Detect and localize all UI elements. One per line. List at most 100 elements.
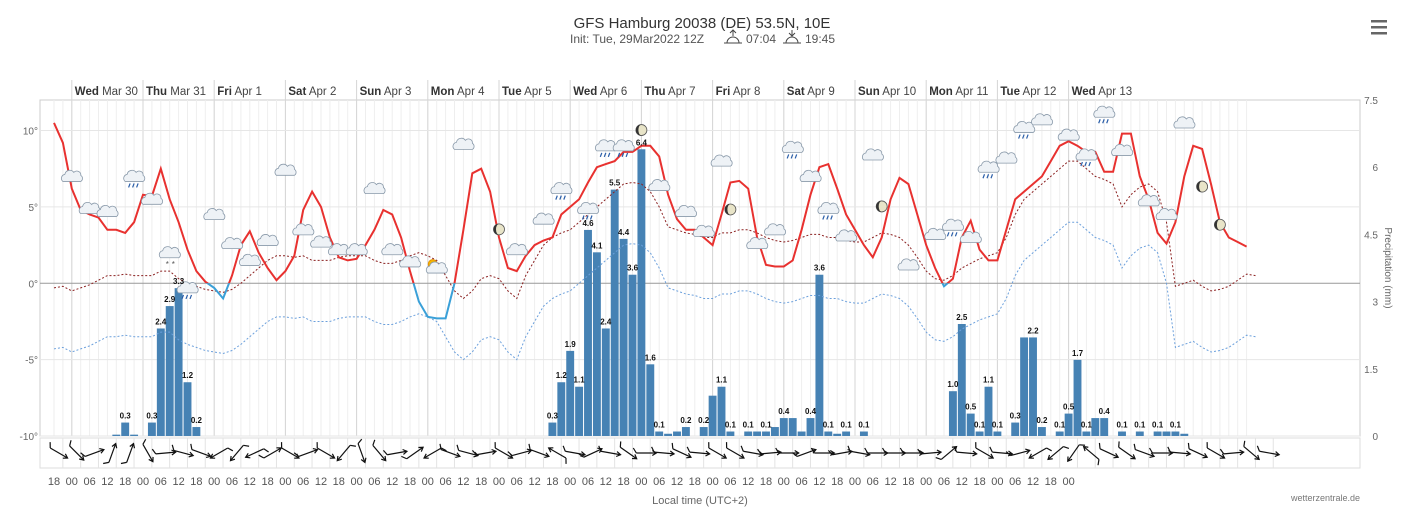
precip-value-label: 0.1 bbox=[823, 421, 835, 430]
sunrise-time: 07:04 bbox=[746, 32, 776, 46]
precip-bar bbox=[860, 432, 868, 436]
precip-value-label: 3.3 bbox=[173, 277, 185, 286]
hour-tick: 18 bbox=[617, 476, 629, 488]
hour-tick: 18 bbox=[1045, 476, 1057, 488]
chart-svg: * * 0.3 0.32.42.93.31.20.2 0.31.21.91.14.64… bbox=[0, 0, 1404, 513]
hour-tick: 12 bbox=[172, 476, 184, 488]
precip-bar bbox=[1154, 432, 1162, 436]
precip-value-label: 0.1 bbox=[992, 421, 1004, 430]
hour-tick: 06 bbox=[582, 476, 594, 488]
hour-tick: 06 bbox=[1009, 476, 1021, 488]
hour-tick: 00 bbox=[493, 476, 505, 488]
precip-bar bbox=[976, 432, 984, 436]
precip-bar bbox=[548, 423, 556, 436]
hour-tick: 06 bbox=[867, 476, 879, 488]
precip-value-label: 0.4 bbox=[1099, 407, 1111, 416]
hour-tick: 06 bbox=[938, 476, 950, 488]
day-label: Sat Apr 2 bbox=[288, 86, 336, 98]
precip-bar bbox=[1091, 418, 1099, 436]
chart-title: GFS Hamburg 20038 (DE) 53.5N, 10E bbox=[574, 15, 831, 32]
precip-bar bbox=[584, 230, 592, 436]
precip-value-label: 0.1 bbox=[760, 421, 772, 430]
left-axis-tick: -5° bbox=[25, 356, 38, 367]
hour-tick: 00 bbox=[706, 476, 718, 488]
hour-tick: 06 bbox=[297, 476, 309, 488]
precip-bar bbox=[673, 432, 681, 436]
precip-value-label: 0.3 bbox=[1010, 412, 1022, 421]
hour-tick: 12 bbox=[813, 476, 825, 488]
hour-tick: 18 bbox=[689, 476, 701, 488]
hour-tick: 00 bbox=[564, 476, 576, 488]
precip-bar bbox=[566, 351, 574, 436]
precip-value-label: 1.1 bbox=[574, 376, 586, 385]
precip-value-label: 1.2 bbox=[556, 371, 568, 380]
precip-bar bbox=[192, 427, 200, 436]
precip-value-label: 0.2 bbox=[680, 416, 692, 425]
hour-tick: 06 bbox=[795, 476, 807, 488]
hour-tick: 18 bbox=[831, 476, 843, 488]
precip-bar bbox=[709, 396, 717, 436]
hour-tick: 00 bbox=[279, 476, 291, 488]
precip-bar bbox=[958, 324, 966, 436]
precip-value-label: 2.4 bbox=[155, 317, 167, 326]
precip-value-label: 4.6 bbox=[582, 219, 594, 228]
day-label: Mon Apr 4 bbox=[431, 86, 485, 98]
right-axis-tick: 7.5 bbox=[1364, 96, 1378, 107]
precip-value-label: 3.6 bbox=[814, 264, 826, 273]
precip-bar bbox=[1065, 414, 1073, 436]
day-label: Wed Apr 6 bbox=[573, 86, 627, 98]
precip-bar bbox=[629, 275, 637, 436]
precip-bar bbox=[121, 423, 129, 436]
precip-value-label: 0.1 bbox=[1116, 421, 1128, 430]
precip-value-label: 0.5 bbox=[1063, 403, 1075, 412]
precip-bar bbox=[682, 427, 690, 436]
precip-value-label: 0.1 bbox=[725, 421, 737, 430]
precip-value-label: 2.4 bbox=[600, 317, 612, 326]
precip-bar bbox=[780, 418, 788, 436]
precip-bar bbox=[1100, 418, 1108, 436]
precip-value-label: 0.1 bbox=[858, 421, 870, 430]
precip-value-label: 0.5 bbox=[965, 403, 977, 412]
precip-value-label: 6.4 bbox=[636, 138, 648, 147]
hour-tick: 18 bbox=[973, 476, 985, 488]
x-axis-title: Local time (UTC+2) bbox=[652, 495, 748, 507]
precip-bar bbox=[112, 435, 120, 436]
hour-tick: 06 bbox=[83, 476, 95, 488]
day-label: Sat Apr 9 bbox=[787, 86, 835, 98]
hour-tick: 00 bbox=[849, 476, 861, 488]
hour-tick: 18 bbox=[190, 476, 202, 488]
precip-bar bbox=[815, 275, 823, 436]
precip-bar bbox=[148, 423, 156, 436]
precip-bar bbox=[166, 306, 174, 436]
hamburger-menu-icon[interactable] bbox=[1368, 18, 1390, 36]
precip-bar bbox=[1056, 432, 1064, 436]
hour-tick: 00 bbox=[635, 476, 647, 488]
precip-bar bbox=[184, 382, 192, 436]
day-label: Mon Apr 11 bbox=[929, 86, 988, 98]
precip-bar bbox=[993, 432, 1001, 436]
precip-bar bbox=[1136, 432, 1144, 436]
hour-tick: 12 bbox=[742, 476, 754, 488]
hour-tick: 00 bbox=[66, 476, 78, 488]
hour-tick: 00 bbox=[991, 476, 1003, 488]
precip-value-label: 1.1 bbox=[716, 376, 728, 385]
precip-bar bbox=[807, 418, 815, 436]
precip-bar bbox=[637, 149, 645, 436]
precip-bar bbox=[771, 427, 779, 436]
hour-tick: 18 bbox=[333, 476, 345, 488]
precip-bar bbox=[753, 432, 761, 436]
precip-bar bbox=[824, 432, 832, 436]
precip-bar bbox=[593, 252, 601, 436]
precip-bar bbox=[744, 432, 752, 436]
moon-icon bbox=[725, 204, 736, 215]
sunset-time: 19:45 bbox=[805, 32, 835, 46]
hour-tick: 18 bbox=[546, 476, 558, 488]
hour-tick: 00 bbox=[137, 476, 149, 488]
moon-icon bbox=[876, 201, 887, 212]
precip-value-label: 2.5 bbox=[956, 313, 968, 322]
left-axis-tick: -10° bbox=[20, 432, 38, 443]
right-axis-tick: 3 bbox=[1372, 298, 1378, 309]
hour-tick: 00 bbox=[350, 476, 362, 488]
precip-value-label: 0.1 bbox=[1170, 421, 1182, 430]
hour-tick: 12 bbox=[315, 476, 327, 488]
